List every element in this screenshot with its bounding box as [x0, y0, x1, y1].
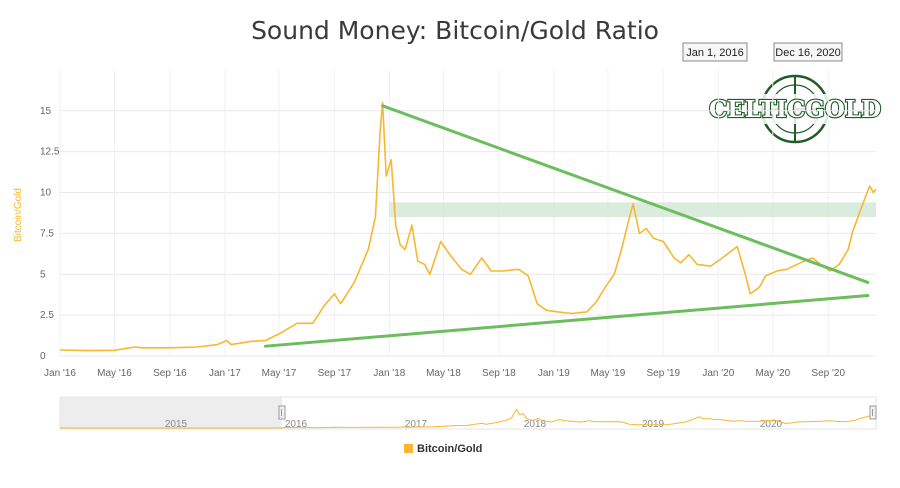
x-tick-label: Sep '16 — [153, 368, 187, 379]
y-tick-label: 7.5 — [40, 228, 54, 239]
x-tick-label: Sep '20 — [811, 368, 845, 379]
navigator-year-label: 2020 — [760, 419, 783, 430]
x-tick-label: May '19 — [591, 368, 626, 379]
range-to-label: Dec 16, 2020 — [775, 47, 840, 59]
resistance-zone-layer — [389, 202, 876, 218]
y-ticks: 0 2.5 5 7.5 10 12.5 15 — [40, 106, 60, 362]
x-tick-label: Jan '18 — [373, 368, 405, 379]
grid — [59, 70, 876, 357]
y-tick-label: 12.5 — [40, 147, 60, 158]
x-tick-label: Jan '17 — [209, 368, 241, 379]
x-tick-label: Sep '18 — [482, 368, 516, 379]
x-tick-label: May '18 — [426, 368, 461, 379]
x-tick-label: Sep '17 — [318, 368, 352, 379]
range-from-label: Jan 1, 2016 — [686, 47, 744, 59]
y-tick-label: 15 — [40, 106, 52, 117]
navigator-right-handle[interactable] — [869, 405, 877, 420]
celticgold-logo: CELTICGOLD — [708, 74, 882, 144]
legend[interactable]: Bitcoin/Gold — [404, 443, 482, 455]
navigator-mask — [60, 397, 282, 429]
watermark: CHAIA·i — [740, 445, 866, 485]
x-ticks: Jan '16 May '16 Sep '16 Jan '17 May '17 Sep '… — [44, 368, 845, 379]
y-tick-label: 0 — [40, 351, 46, 362]
navigator-left-handle[interactable] — [278, 405, 286, 420]
y-tick-label: 10 — [40, 188, 52, 199]
trendline-layer — [263, 104, 870, 348]
x-tick-label: May '16 — [97, 368, 132, 379]
y-axis-title: Bitcoin/Gold — [13, 188, 24, 242]
navigator-year-label: 2015 — [165, 419, 188, 430]
navigator-series — [60, 408, 877, 429]
y-tick-label: 5 — [40, 269, 46, 280]
chart-title: Sound Money: Bitcoin/Gold Ratio — [251, 16, 659, 45]
logo-text: CELTICGOLD — [709, 96, 881, 123]
upper-trendline — [381, 104, 870, 284]
navigator-year-label: 2016 — [285, 419, 308, 430]
series-layer — [59, 101, 877, 352]
legend-swatch — [404, 444, 413, 453]
range-from[interactable]: Jan 1, 2016 — [682, 42, 748, 62]
y-tick-label: 2.5 — [40, 310, 54, 321]
resistance-zone — [389, 202, 876, 218]
navigator-year-label: 2017 — [405, 419, 428, 430]
range-to[interactable]: Dec 16, 2020 — [773, 42, 843, 62]
navigator-year-label: 2018 — [524, 419, 547, 430]
x-tick-label: May '17 — [262, 368, 297, 379]
lower-trendline — [263, 294, 870, 348]
x-tick-label: Jan '20 — [702, 368, 734, 379]
x-tick-label: Jan '19 — [538, 368, 570, 379]
series-line-bitcoin-gold[interactable] — [59, 101, 877, 352]
navigator[interactable]: 2015 2016 2017 2018 2019 2020 — [59, 396, 877, 430]
legend-label: Bitcoin/Gold — [417, 443, 482, 455]
x-tick-label: Sep '19 — [647, 368, 681, 379]
x-tick-label: Jan '16 — [44, 368, 76, 379]
x-tick-label: May '20 — [755, 368, 790, 379]
